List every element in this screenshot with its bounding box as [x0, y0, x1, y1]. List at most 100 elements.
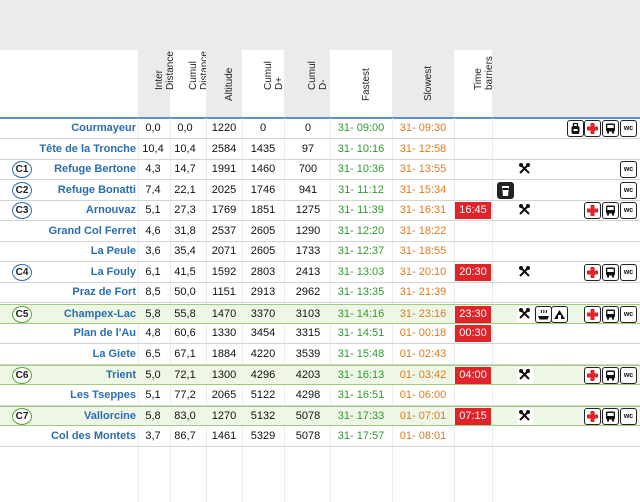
cumul-dplus: 5122 [250, 388, 276, 401]
wc-icon: wc [620, 120, 637, 137]
cumul-distance: 35,4 [174, 245, 196, 257]
station-name: La Giete [92, 347, 136, 360]
header-label: Fastest [361, 68, 372, 101]
table-row: C7 Vallorcine 5,8 83,0 1270 5132 5078 31- 17:33… [0, 406, 640, 426]
fastest-time: 31- 13:35 [337, 286, 385, 298]
cumul-dminus: 2962 [295, 286, 321, 298]
altitude: 1769 [211, 204, 237, 216]
bus-icon [602, 263, 619, 281]
table-row: Plan de l'Au 4,8 60,6 1330 3454 3315 31- 14:51… [0, 324, 640, 344]
cumul-dplus: 5132 [250, 410, 276, 422]
time-barrier: 00:30 [455, 325, 491, 342]
slowest-time: 31- 18:22 [399, 224, 447, 237]
fastest-time: 31- 10:36 [337, 163, 385, 175]
slowest-time: 31- 09:30 [399, 122, 447, 134]
cumul-dplus: 1851 [250, 204, 276, 216]
cumul-dplus: 2605 [250, 245, 276, 257]
cumul-dplus: 1435 [250, 142, 276, 155]
header-cumul-dminus: Cumul D- [284, 50, 330, 118]
time-barrier: 04:00 [455, 367, 491, 384]
bus-icon [602, 120, 619, 137]
station-name: Refuge Bonatti [57, 183, 136, 196]
station-name: Col des Montets [51, 429, 136, 442]
altitude: 1270 [211, 410, 237, 422]
station-name: La Fouly [90, 265, 136, 278]
station-name: Grand Col Ferret [48, 224, 136, 237]
station-name: Champex-Lac [63, 307, 136, 320]
cumul-dplus: 4220 [250, 347, 276, 360]
altitude: 2025 [211, 183, 237, 196]
fastest-time: 31- 16:13 [337, 369, 385, 381]
first-aid-icon [584, 305, 601, 323]
station-name: Praz de Fort [72, 286, 136, 298]
bag-icon [567, 120, 584, 137]
food-icon [517, 408, 534, 425]
cumul-dminus: 3103 [295, 307, 321, 320]
cumul-distance: 10,4 [174, 142, 196, 155]
slowest-time: 31- 18:55 [399, 245, 447, 257]
altitude: 1220 [211, 122, 237, 134]
time-barrier: 20:30 [455, 263, 491, 281]
table-row: C2 Refuge Bonatti 7,4 22,1 2025 1746 941 31- 11… [0, 181, 640, 201]
wc-icon: wc [620, 408, 637, 425]
table-row: La Giete 6,5 67,1 1884 4220 3539 31- 15:48 01- … [0, 345, 640, 365]
table-row: C6 Trient 5,0 72,1 1300 4296 4203 31- 16:13 01- … [0, 365, 640, 385]
inter-distance: 5,1 [145, 204, 161, 216]
inter-distance: 0,0 [145, 122, 161, 134]
altitude: 1884 [211, 347, 237, 360]
first-aid-icon [584, 367, 601, 384]
altitude: 1470 [211, 307, 237, 320]
cumul-dminus: 4203 [295, 369, 321, 381]
fastest-time: 31- 14:51 [337, 327, 385, 339]
cumul-dplus: 5329 [250, 429, 276, 442]
checkpoint-badge: C5 [12, 305, 32, 323]
cumul-dminus: 5078 [295, 410, 321, 422]
station-name: Vallorcine [84, 410, 136, 422]
cumul-distance: 14,7 [174, 163, 196, 175]
station-name: La Peule [90, 245, 136, 257]
header-services [492, 50, 640, 118]
altitude: 1991 [211, 163, 237, 175]
station-name: Arnouvaz [85, 204, 136, 216]
checkpoint-badge: C2 [12, 181, 32, 199]
fastest-time: 31- 12:20 [337, 224, 385, 237]
altitude: 1330 [211, 327, 237, 339]
cumul-distance: 77,2 [174, 388, 196, 401]
checkpoint-badge: C6 [12, 367, 32, 384]
header-inter-distance: Inter Distance [138, 50, 176, 118]
cumul-dminus: 2413 [295, 265, 321, 278]
table-row: Praz de Fort 8,5 50,0 1151 2913 2962 31- 13:35… [0, 283, 640, 303]
cumul-dminus: 3539 [295, 347, 321, 360]
checkpoint-badge: C1 [12, 161, 32, 178]
station-name: Tête de la Tronche [39, 142, 136, 155]
table-row: Courmayeur 0,0 0,0 1220 0 0 31- 09:00 31- 09:30… [0, 119, 640, 139]
station-name: Refuge Bertone [54, 163, 136, 175]
cumul-distance: 27,3 [174, 204, 196, 216]
food-icon [517, 305, 534, 323]
fastest-time: 31- 10:16 [337, 142, 385, 155]
altitude: 2537 [211, 224, 237, 237]
inter-distance: 5,8 [145, 410, 161, 422]
drink-icon [497, 181, 514, 199]
cumul-dminus: 941 [298, 183, 318, 196]
table-row: Grand Col Ferret 4,6 31,8 2537 2605 1290 31- 1… [0, 222, 640, 242]
altitude: 2071 [211, 245, 237, 257]
top-band [0, 0, 640, 50]
inter-distance: 5,0 [145, 369, 161, 381]
station-name: Les Tseppes [70, 388, 136, 401]
cumul-dplus: 4296 [250, 369, 276, 381]
food-icon [517, 367, 534, 384]
cumul-distance: 0,0 [177, 122, 193, 134]
fastest-time: 31- 14:16 [337, 307, 385, 320]
station-name: Plan de l'Au [73, 327, 136, 339]
fastest-time: 31- 15:48 [337, 347, 385, 360]
wc-icon: wc [620, 367, 637, 384]
header-cumul-distance: Cumul Distance [170, 50, 210, 118]
first-aid-icon [584, 408, 601, 425]
hot-meal-icon [535, 305, 552, 323]
altitude: 1300 [211, 369, 237, 381]
bus-icon [602, 305, 619, 323]
inter-distance: 6,1 [145, 265, 161, 278]
inter-distance: 4,8 [145, 327, 161, 339]
cumul-dminus: 97 [301, 142, 315, 155]
